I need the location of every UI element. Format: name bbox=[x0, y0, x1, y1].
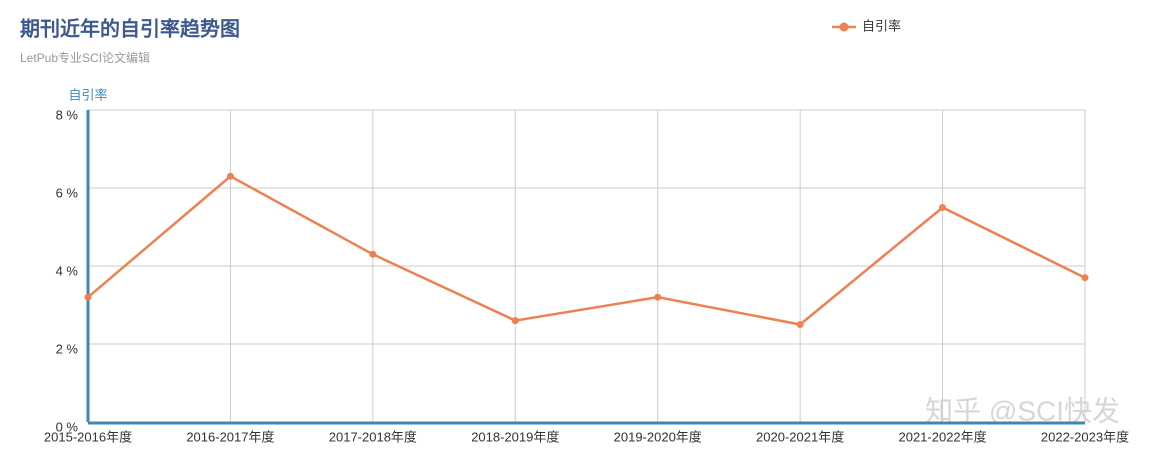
data-point bbox=[939, 204, 947, 211]
data-point bbox=[511, 317, 519, 325]
series-line bbox=[87, 174, 1086, 326]
x-tick-label: 2022-2023年度 bbox=[1041, 429, 1129, 444]
watermark: 知乎 @SCI快发 bbox=[925, 395, 1120, 426]
data-point bbox=[84, 293, 92, 301]
x-tick-label: 2017-2018年度 bbox=[329, 429, 417, 444]
legend-label: 自引率 bbox=[862, 18, 901, 33]
y-axis-label: 自引率 bbox=[68, 87, 107, 102]
data-point bbox=[796, 321, 804, 328]
data-point bbox=[369, 250, 377, 258]
x-tick-label: 2015-2016年度 bbox=[44, 429, 132, 444]
x-tick-label: 2021-2022年度 bbox=[898, 429, 986, 444]
chart-title: 期刊近年的自引率趋势图 bbox=[20, 16, 240, 40]
y-tick-label: 8 % bbox=[56, 107, 79, 122]
data-point bbox=[1081, 274, 1089, 282]
y-tick-label: 6 % bbox=[56, 185, 79, 200]
x-tick-label: 2016-2017年度 bbox=[186, 429, 274, 444]
legend-marker bbox=[839, 22, 849, 32]
y-tick-label: 0 % bbox=[56, 419, 79, 434]
data-point bbox=[654, 293, 662, 301]
y-tick-label: 2 % bbox=[56, 341, 79, 356]
x-tick-label: 2018-2019年度 bbox=[471, 429, 559, 444]
chart-subtitle: LetPub专业SCI论文编辑 bbox=[20, 50, 150, 65]
data-point bbox=[226, 172, 234, 180]
x-tick-label: 2020-2021年度 bbox=[756, 429, 844, 444]
y-tick-label: 4 % bbox=[56, 263, 79, 278]
x-tick-label: 2019-2020年度 bbox=[614, 429, 702, 444]
